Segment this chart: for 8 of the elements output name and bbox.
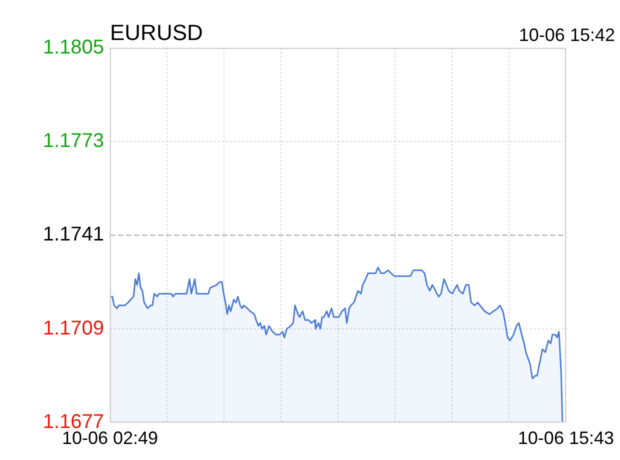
- text: 10-06 15:42: [518, 24, 615, 45]
- y-tick-label: 1.1773: [42, 130, 104, 152]
- chart-title: EURUSD: [110, 20, 203, 46]
- y-tick-label: 1.1741: [42, 224, 104, 246]
- y-tick-label: 1.1805: [42, 36, 104, 59]
- x-tick-label: 10-06 15:43: [518, 428, 614, 448]
- y-tick-label: 1.1709: [42, 317, 104, 340]
- x-tick-label: 10-06 02:49: [62, 428, 158, 448]
